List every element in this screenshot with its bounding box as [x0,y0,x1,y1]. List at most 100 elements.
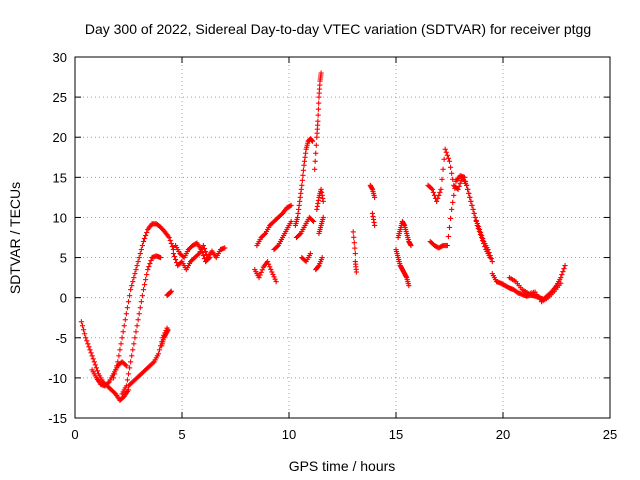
x-tick-label: 20 [496,427,510,442]
data-point [372,222,378,229]
data-point [83,335,89,341]
data-point [166,234,172,241]
data-point [271,274,277,280]
data-point [86,344,92,350]
data-point [124,377,131,383]
y-tick-label: 30 [53,50,67,65]
data-point [139,242,146,249]
data-point [168,288,174,294]
data-point [80,327,87,333]
data-point [258,269,264,275]
data-point [319,254,325,261]
data-point [150,360,156,366]
grid-lines [75,57,610,418]
data-point [135,317,141,323]
data-point [134,323,140,329]
data-point [451,192,457,198]
data-point [481,240,487,247]
data-point [87,347,93,353]
data-point [288,218,294,225]
data-point [447,215,454,222]
data-point [165,327,171,333]
data-point [462,178,469,184]
y-tick-label: 15 [53,170,67,185]
data-point [430,189,437,195]
data-point [128,287,134,293]
data-point [265,258,271,265]
data-point [147,260,153,267]
data-point [256,275,262,281]
data-point [202,248,209,255]
y-axis-label: SDTVAR / TECUs [7,182,23,294]
data-point [372,194,378,200]
data-point [133,266,139,273]
data-point [436,192,442,198]
data-point [268,266,274,272]
data-point [143,277,149,283]
data-point [91,359,97,365]
data-point [439,176,445,182]
data-point [351,234,357,240]
data-point [222,245,228,251]
data-point [158,254,164,261]
data-point [136,254,142,261]
data-point [450,199,456,206]
data-point [288,202,294,209]
data-point [119,335,125,341]
data-point [257,272,263,278]
data-point [408,242,414,249]
data-point [446,224,453,231]
data-point [449,170,455,176]
data-point [138,246,144,253]
data-point [475,225,481,232]
data-point [406,283,412,289]
data-point [130,279,136,285]
data-point [472,214,478,221]
data-point [480,237,486,244]
data-point [444,152,450,158]
data-point [312,166,318,172]
data-point [93,365,99,371]
data-point [315,118,321,124]
data-point [82,331,88,337]
data-point [300,167,307,173]
data-point [287,203,293,209]
data-point [470,206,476,213]
data-point [199,249,205,256]
data-point [315,106,322,112]
data-point [311,218,317,225]
data-point [309,217,316,224]
data-point [267,264,273,270]
data-point [129,283,135,289]
data-point [105,380,111,386]
data-point [88,350,94,356]
data-point [476,228,483,235]
data-point [170,250,177,257]
data-point [444,242,450,249]
data-point [315,112,321,118]
y-tick-label: -15 [48,411,67,426]
data-point [300,172,306,178]
y-tick-label: 20 [53,130,67,145]
y-tick-label: 25 [53,90,67,105]
data-point [118,341,124,347]
data-point [113,367,119,373]
data-point [274,243,280,250]
data-point [143,232,149,239]
data-point [134,262,140,269]
data-point [443,149,449,155]
data-point [438,186,444,192]
data-point [141,282,148,288]
data-point [123,311,129,317]
data-point [466,190,472,196]
data-point [148,257,154,264]
axis-ticks: 0 5 10 15 20 25 -15 -10 -5 0 5 10 15 20 25 30 [48,50,617,442]
data-point [123,363,129,369]
data-point [461,174,468,180]
x-tick-label: 5 [178,427,185,442]
data-point [561,265,567,272]
data-point [270,271,276,278]
data-point [353,269,360,275]
data-point [144,272,150,278]
